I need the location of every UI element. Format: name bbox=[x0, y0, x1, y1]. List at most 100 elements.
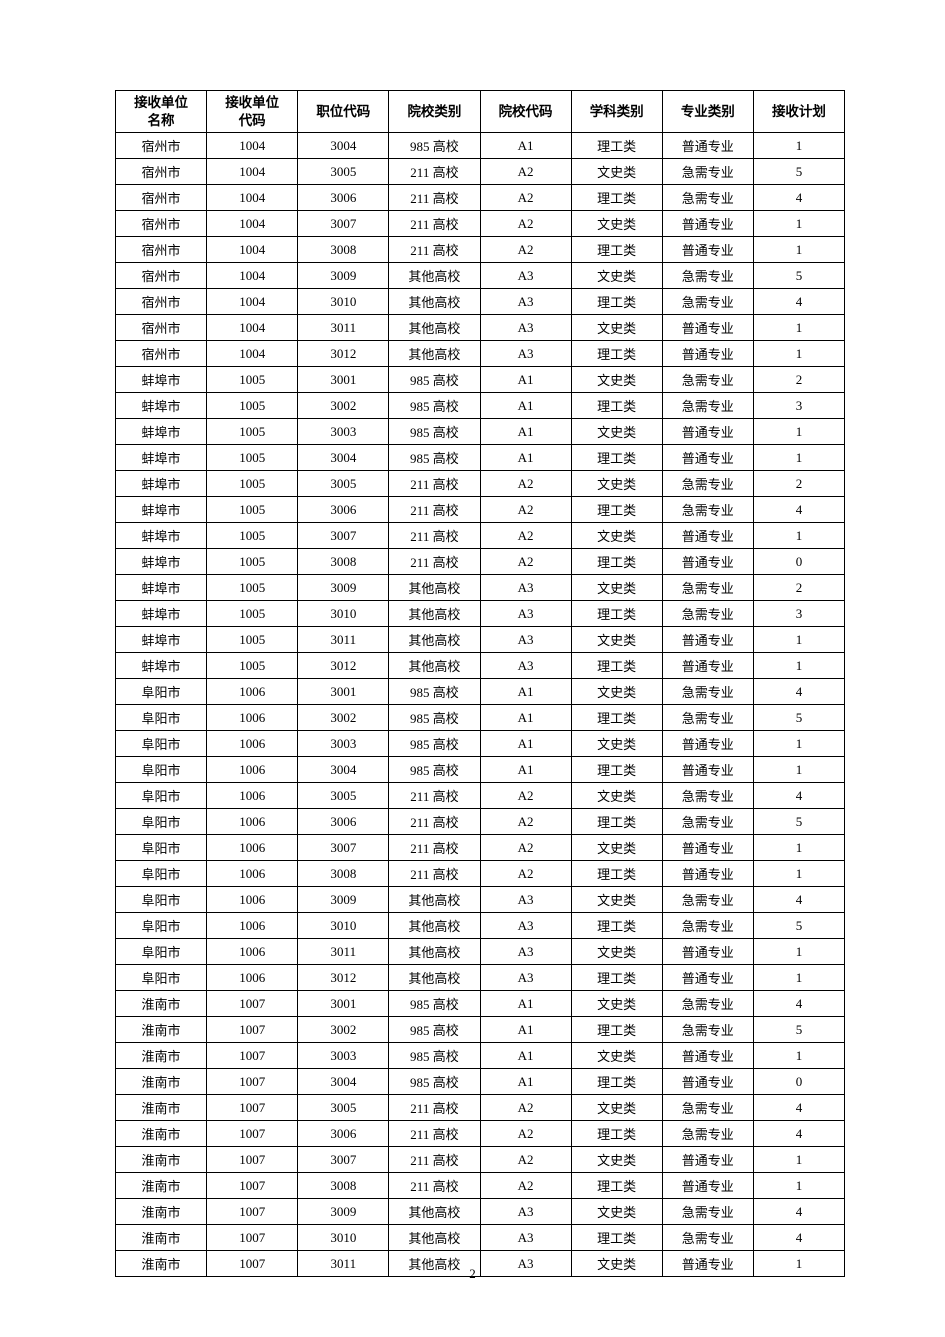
table-cell: 文史类 bbox=[571, 263, 662, 289]
table-cell: 急需专业 bbox=[662, 289, 753, 315]
table-cell: A3 bbox=[480, 939, 571, 965]
column-header: 学科类别 bbox=[571, 91, 662, 133]
table-cell: 3006 bbox=[298, 497, 389, 523]
table-cell: 985 高校 bbox=[389, 757, 480, 783]
table-cell: 985 高校 bbox=[389, 991, 480, 1017]
table-cell: 文史类 bbox=[571, 991, 662, 1017]
table-cell: 理工类 bbox=[571, 497, 662, 523]
table-cell: 其他高校 bbox=[389, 315, 480, 341]
table-cell: 阜阳市 bbox=[116, 861, 207, 887]
table-cell: 阜阳市 bbox=[116, 705, 207, 731]
table-cell: 1005 bbox=[207, 367, 298, 393]
table-row: 淮南市10073001985 高校A1文史类急需专业4 bbox=[116, 991, 845, 1017]
data-table: 接收单位名称 接收单位代码 职位代码 院校类别 院校代码 学科类别 专业类别 接… bbox=[115, 90, 845, 1277]
table-cell: A2 bbox=[480, 523, 571, 549]
table-cell: A3 bbox=[480, 575, 571, 601]
table-cell: 1 bbox=[753, 133, 844, 159]
table-cell: 文史类 bbox=[571, 887, 662, 913]
table-cell: 急需专业 bbox=[662, 1121, 753, 1147]
table-cell: 1007 bbox=[207, 1069, 298, 1095]
column-header: 接收单位名称 bbox=[116, 91, 207, 133]
table-cell: 3010 bbox=[298, 289, 389, 315]
table-cell: 3006 bbox=[298, 1121, 389, 1147]
table-row: 蚌埠市10053004985 高校A1理工类普通专业1 bbox=[116, 445, 845, 471]
table-cell: 理工类 bbox=[571, 549, 662, 575]
table-cell: 3008 bbox=[298, 1173, 389, 1199]
table-cell: 1004 bbox=[207, 133, 298, 159]
table-cell: 3007 bbox=[298, 211, 389, 237]
table-cell: 211 高校 bbox=[389, 1147, 480, 1173]
table-cell: A1 bbox=[480, 1043, 571, 1069]
table-cell: 4 bbox=[753, 289, 844, 315]
table-cell: 文史类 bbox=[571, 367, 662, 393]
table-cell: 急需专业 bbox=[662, 393, 753, 419]
table-cell: 1005 bbox=[207, 601, 298, 627]
table-cell: 阜阳市 bbox=[116, 809, 207, 835]
table-row: 蚌埠市10053012其他高校A3理工类普通专业1 bbox=[116, 653, 845, 679]
table-cell: 211 高校 bbox=[389, 211, 480, 237]
table-row: 淮南市10073006211 高校A2理工类急需专业4 bbox=[116, 1121, 845, 1147]
table-row: 阜阳市10063008211 高校A2理工类普通专业1 bbox=[116, 861, 845, 887]
table-cell: 3004 bbox=[298, 133, 389, 159]
table-cell: 普通专业 bbox=[662, 1173, 753, 1199]
table-cell: 急需专业 bbox=[662, 575, 753, 601]
table-cell: A3 bbox=[480, 1199, 571, 1225]
table-row: 蚌埠市10053005211 高校A2文史类急需专业2 bbox=[116, 471, 845, 497]
table-cell: 理工类 bbox=[571, 861, 662, 887]
table-cell: 急需专业 bbox=[662, 783, 753, 809]
table-cell: 理工类 bbox=[571, 445, 662, 471]
table-cell: 4 bbox=[753, 1199, 844, 1225]
table-cell: 3008 bbox=[298, 861, 389, 887]
table-row: 阜阳市10063009其他高校A3文史类急需专业4 bbox=[116, 887, 845, 913]
table-cell: 1005 bbox=[207, 653, 298, 679]
table-cell: 其他高校 bbox=[389, 627, 480, 653]
table-cell: 理工类 bbox=[571, 237, 662, 263]
table-cell: 急需专业 bbox=[662, 159, 753, 185]
table-cell: 阜阳市 bbox=[116, 731, 207, 757]
table-row: 蚌埠市10053008211 高校A2理工类普通专业0 bbox=[116, 549, 845, 575]
table-cell: 3002 bbox=[298, 705, 389, 731]
table-cell: 5 bbox=[753, 263, 844, 289]
table-row: 宿州市10043004985 高校A1理工类普通专业1 bbox=[116, 133, 845, 159]
table-cell: A3 bbox=[480, 601, 571, 627]
table-cell: 1006 bbox=[207, 783, 298, 809]
table-row: 蚌埠市10053011其他高校A3文史类普通专业1 bbox=[116, 627, 845, 653]
table-cell: 淮南市 bbox=[116, 991, 207, 1017]
table-cell: 蚌埠市 bbox=[116, 393, 207, 419]
table-cell: 985 高校 bbox=[389, 705, 480, 731]
table-cell: 其他高校 bbox=[389, 913, 480, 939]
table-cell: 蚌埠市 bbox=[116, 497, 207, 523]
table-cell: 蚌埠市 bbox=[116, 471, 207, 497]
table-cell: 985 高校 bbox=[389, 445, 480, 471]
table-cell: 985 高校 bbox=[389, 1043, 480, 1069]
table-cell: 急需专业 bbox=[662, 1199, 753, 1225]
table-cell: 1 bbox=[753, 627, 844, 653]
table-cell: 3 bbox=[753, 393, 844, 419]
table-cell: 1005 bbox=[207, 549, 298, 575]
table-cell: 普通专业 bbox=[662, 549, 753, 575]
table-header-row: 接收单位名称 接收单位代码 职位代码 院校类别 院校代码 学科类别 专业类别 接… bbox=[116, 91, 845, 133]
table-cell: A1 bbox=[480, 133, 571, 159]
table-row: 宿州市10043007211 高校A2文史类普通专业1 bbox=[116, 211, 845, 237]
table-row: 蚌埠市10053006211 高校A2理工类急需专业4 bbox=[116, 497, 845, 523]
table-cell: A2 bbox=[480, 835, 571, 861]
table-cell: 985 高校 bbox=[389, 367, 480, 393]
table-cell: 文史类 bbox=[571, 627, 662, 653]
table-cell: A1 bbox=[480, 991, 571, 1017]
table-cell: A3 bbox=[480, 289, 571, 315]
table-cell: 1 bbox=[753, 237, 844, 263]
table-cell: 5 bbox=[753, 913, 844, 939]
table-cell: 急需专业 bbox=[662, 263, 753, 289]
table-cell: 4 bbox=[753, 783, 844, 809]
table-cell: 普通专业 bbox=[662, 523, 753, 549]
table-cell: A3 bbox=[480, 913, 571, 939]
table-cell: 文史类 bbox=[571, 939, 662, 965]
table-cell: 1 bbox=[753, 1173, 844, 1199]
column-header: 职位代码 bbox=[298, 91, 389, 133]
table-cell: 急需专业 bbox=[662, 367, 753, 393]
table-cell: 普通专业 bbox=[662, 315, 753, 341]
table-cell: 文史类 bbox=[571, 523, 662, 549]
table-cell: 普通专业 bbox=[662, 1147, 753, 1173]
table-cell: A1 bbox=[480, 731, 571, 757]
table-row: 淮南市10073003985 高校A1文史类普通专业1 bbox=[116, 1043, 845, 1069]
